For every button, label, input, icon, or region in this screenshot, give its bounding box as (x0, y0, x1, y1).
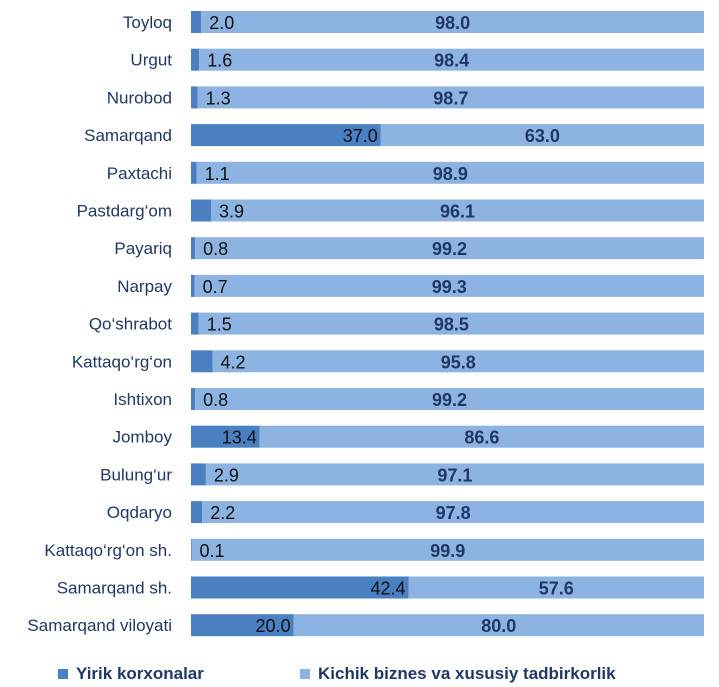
category-label-samarqand: Samarqand (84, 126, 172, 145)
value-label-yirik-oqdaryo: 2.2 (210, 503, 235, 523)
value-label-kichik-narpay: 99.3 (432, 277, 467, 297)
value-label-yirik-ishtixon: 0.8 (203, 390, 228, 410)
category-label-payariq: Payariq (114, 239, 172, 258)
bar-kichik-toyloq (201, 11, 704, 33)
value-label-kichik-pastdarg-om: 96.1 (440, 202, 475, 222)
value-label-yirik-jomboy: 13.4 (222, 428, 257, 448)
category-label-narpay: Narpay (117, 277, 172, 296)
bar-kichik-bulung-ur (205, 463, 704, 486)
legend-swatch-kichik-biznes (300, 669, 310, 679)
legend-label-yirik-korxonalar: Yirik korxonalar (76, 664, 204, 683)
value-label-yirik-narpay: 0.7 (203, 277, 228, 297)
value-label-kichik-kattaqo-rg-on-sh: 99.9 (430, 541, 465, 561)
value-label-yirik-bulung-ur: 2.9 (214, 465, 239, 485)
bar-yirik-pastdarg-om (191, 199, 212, 222)
bar-kichik-oqdaryo (202, 501, 704, 524)
value-label-yirik-nurobod: 1.3 (206, 88, 231, 108)
value-label-kichik-payariq: 99.2 (432, 239, 467, 259)
bar-kichik-nurobod (197, 86, 704, 109)
value-label-yirik-paxtachi: 1.1 (205, 164, 230, 184)
value-label-kichik-urgut: 98.4 (434, 51, 469, 71)
category-label-samarqand-viloyati: Samarqand viloyati (27, 616, 172, 635)
category-label-ishtixon: Ishtixon (113, 390, 172, 409)
category-label-paxtachi: Paxtachi (107, 164, 172, 183)
value-label-kichik-kattaqo-rg-on: 95.8 (441, 352, 476, 372)
chart-legend: Yirik korxonalar Kichik biznes va xususi… (0, 664, 719, 686)
bar-yirik-qo-shrabot (191, 312, 199, 335)
value-label-kichik-bulung-ur: 97.1 (437, 465, 472, 485)
bar-yirik-samarqand (191, 124, 381, 147)
category-label-samarqand-sh: Samarqand sh. (57, 579, 172, 598)
bar-kichik-jomboy (259, 425, 704, 448)
bar-yirik-kattaqo-rg-on (191, 350, 213, 373)
bar-yirik-narpay (191, 274, 195, 297)
bar-yirik-toyloq (191, 11, 202, 33)
value-label-kichik-toyloq: 98.0 (435, 13, 470, 33)
category-label-kattaqo-rg-on-sh: Kattaqo‘rg‘on sh. (44, 541, 172, 560)
value-label-yirik-kattaqo-rg-on: 4.2 (221, 352, 246, 372)
value-label-kichik-qo-shrabot: 98.5 (434, 315, 469, 335)
value-label-yirik-payariq: 0.8 (203, 239, 228, 259)
bar-kichik-payariq (195, 237, 704, 260)
value-label-kichik-samarqand-viloyati: 80.0 (481, 616, 516, 636)
bar-yirik-urgut (191, 48, 200, 71)
bar-yirik-samarqand-viloyati (191, 614, 294, 637)
bar-kichik-kattaqo-rg-on (212, 350, 704, 373)
value-label-kichik-samarqand-sh: 57.6 (539, 579, 574, 599)
category-label-urgut: Urgut (130, 51, 172, 70)
legend-swatch-yirik-korxonalar (58, 669, 68, 679)
value-label-yirik-qo-shrabot: 1.5 (207, 315, 232, 335)
value-label-kichik-paxtachi: 98.9 (433, 164, 468, 184)
category-label-qo-shrabot: Qo‘shrabot (89, 315, 172, 334)
category-label-jomboy: Jomboy (112, 428, 172, 447)
category-label-oqdaryo: Oqdaryo (107, 503, 172, 522)
value-label-kichik-oqdaryo: 97.8 (436, 503, 471, 523)
bar-kichik-paxtachi (196, 161, 704, 184)
bar-yirik-samarqand-sh (191, 576, 409, 599)
bar-kichik-ishtixon (195, 388, 704, 410)
legend-item-yirik-korxonalar: Yirik korxonalar (58, 664, 204, 684)
category-label-pastdarg-om: Pastdarg‘om (77, 202, 172, 221)
legend-label-kichik-biznes: Kichik biznes va xususiy tadbirkorlik (318, 664, 616, 683)
bar-kichik-qo-shrabot (198, 312, 704, 335)
value-label-yirik-kattaqo-rg-on-sh: 0.1 (200, 541, 225, 561)
bar-yirik-jomboy (191, 425, 260, 448)
value-label-kichik-jomboy: 86.6 (464, 428, 499, 448)
bar-yirik-payariq (191, 237, 196, 260)
bar-kichik-samarqand-sh (408, 576, 704, 599)
bar-kichik-urgut (199, 48, 704, 71)
value-label-yirik-pastdarg-om: 3.9 (219, 202, 244, 222)
value-label-kichik-ishtixon: 99.2 (432, 390, 467, 410)
category-label-toyloq: Toyloq (123, 13, 172, 32)
bar-yirik-paxtachi (191, 161, 197, 184)
bar-yirik-nurobod (191, 86, 198, 109)
bar-kichik-narpay (194, 274, 704, 297)
bar-kichik-pastdarg-om (211, 199, 704, 222)
value-label-yirik-samarqand-sh: 42.4 (370, 579, 405, 599)
value-label-kichik-nurobod: 98.7 (433, 88, 468, 108)
bar-yirik-oqdaryo (191, 501, 203, 524)
value-label-kichik-samarqand: 63.0 (525, 126, 560, 146)
value-label-yirik-samarqand-viloyati: 20.0 (256, 616, 291, 636)
bar-yirik-bulung-ur (191, 463, 206, 486)
bar-kichik-kattaqo-rg-on-sh (191, 538, 704, 561)
category-label-nurobod: Nurobod (107, 88, 172, 107)
category-label-kattaqo-rg-on: Kattaqo‘rg‘on (72, 352, 172, 371)
bar-yirik-kattaqo-rg-on-sh (191, 538, 192, 561)
bar-kichik-samarqand (380, 124, 704, 147)
category-label-bulung-ur: Bulung‘ur (100, 465, 172, 484)
bar-yirik-ishtixon (191, 388, 196, 410)
bar-kichik-samarqand-viloyati (293, 614, 704, 637)
value-label-yirik-urgut: 1.6 (207, 51, 232, 71)
value-label-yirik-toyloq: 2.0 (209, 13, 234, 33)
value-label-yirik-samarqand: 37.0 (343, 126, 378, 146)
legend-item-kichik-biznes: Kichik biznes va xususiy tadbirkorlik (300, 664, 616, 684)
